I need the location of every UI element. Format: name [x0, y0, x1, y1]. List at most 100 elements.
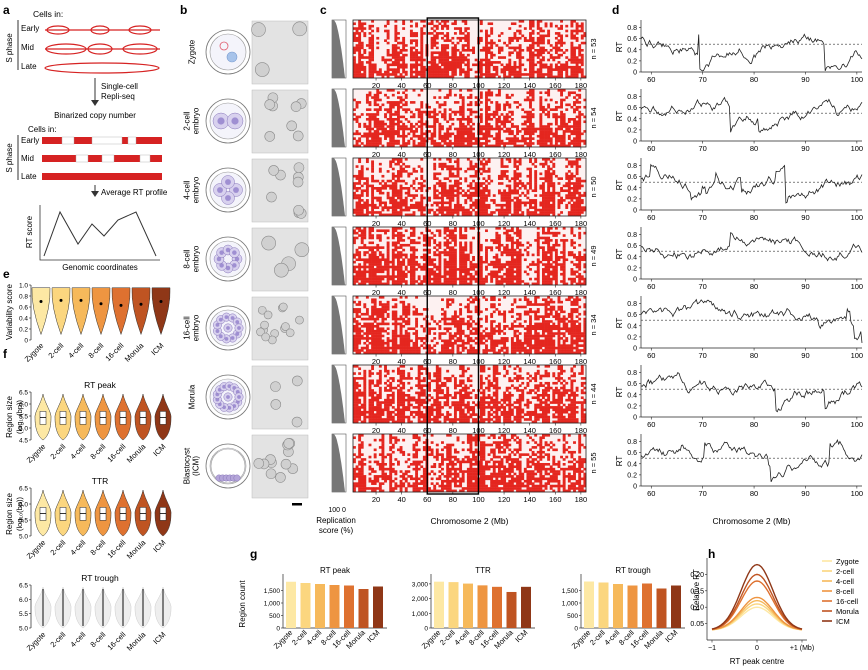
heatmap-cell [552, 201, 556, 205]
heatmap-cell [565, 96, 569, 99]
heatmap-cell [358, 263, 362, 266]
heatmap-cell [547, 208, 551, 212]
heatmap-cell [402, 68, 406, 71]
heatmap-cell [399, 179, 403, 183]
heatmap-cell [541, 127, 545, 131]
heatmap-cell [430, 270, 434, 274]
heatmap-cell [451, 65, 455, 69]
heatmap-cell [448, 268, 452, 271]
heatmap-cell [474, 137, 478, 140]
heatmap-cell [495, 122, 499, 126]
heatmap-cell [397, 258, 400, 262]
heatmap-cell [389, 108, 393, 111]
heatmap-cell [428, 61, 431, 64]
stage-row-1: 2-cellembryo [183, 89, 309, 154]
heatmap-cell [402, 270, 406, 274]
heatmap-cell [472, 110, 475, 114]
heatmap-cell [459, 182, 463, 185]
heatmap-cell [567, 194, 571, 197]
heatmap-cell [539, 162, 543, 166]
heatmap-cell [464, 260, 468, 264]
heatmap-cell [500, 127, 504, 131]
heatmap-cell [360, 113, 364, 116]
heatmap-cell [495, 68, 499, 71]
heatmap-cell [536, 32, 540, 35]
heatmap-cell [485, 187, 488, 190]
heatmap-cell [570, 211, 574, 214]
heatmap-cell [376, 27, 380, 30]
heatmap-cell [391, 208, 395, 212]
heatmap-cell [464, 58, 468, 62]
heatmap-cell [420, 20, 424, 23]
heatmap-cell [453, 239, 457, 242]
heatmap-cell [552, 265, 556, 269]
heatmap-cell [443, 53, 447, 57]
heatmap-cell [518, 251, 522, 254]
heatmap-cell [435, 253, 439, 257]
x-tick-label: 40 [397, 150, 405, 159]
heatmap-cell [547, 251, 551, 254]
heatmap-cell [466, 142, 470, 145]
heatmap-cell [459, 167, 463, 171]
heatmap-cell [505, 44, 509, 47]
heatmap-cell [508, 179, 512, 183]
heatmap-cell [448, 231, 452, 235]
heatmap-cell [485, 53, 488, 57]
heatmap-cell [578, 51, 582, 55]
heatmap-cell [554, 270, 558, 274]
heatmap-cell [459, 130, 463, 133]
heatmap-cell [526, 120, 530, 124]
heatmap-cell [438, 58, 442, 62]
heatmap-cell [552, 184, 556, 188]
x-tick-label: 160 [549, 219, 562, 228]
heatmap-cell [570, 229, 574, 233]
heatmap-cell [464, 243, 468, 247]
heatmap-cell [513, 61, 517, 64]
heatmap-cell [368, 68, 372, 71]
heatmap-cell [523, 187, 527, 190]
heatmap-cell [526, 282, 530, 286]
heatmap-cell [539, 118, 543, 121]
x-tick-label: 120 [498, 150, 511, 159]
heatmap-cell [508, 234, 512, 237]
heatmap-cell [508, 158, 512, 161]
heatmap-cell [573, 187, 576, 190]
heatmap-cell [567, 162, 571, 166]
heatmap-cell [573, 68, 576, 71]
heatmap-cell [485, 46, 488, 50]
heatmap-cell [435, 46, 439, 50]
heatmap-cell [479, 93, 483, 97]
heatmap-cell [518, 253, 522, 257]
heatmap-cell [435, 196, 439, 200]
heatmap-cell [479, 130, 483, 133]
heatmap-cell [420, 203, 424, 207]
heatmap-cell [422, 308, 426, 311]
heatmap-cell [373, 70, 377, 74]
heatmap-cell [438, 172, 442, 176]
heatmap-cell [453, 73, 457, 76]
heatmap-cell [541, 187, 545, 190]
heatmap-cell [464, 191, 468, 195]
heatmap-cell [560, 265, 563, 269]
heatmap-cell [394, 75, 398, 79]
heatmap-cell [448, 184, 452, 188]
heatmap-cell [415, 296, 419, 299]
heatmap-cell [529, 160, 532, 164]
heatmap-cell [404, 272, 408, 276]
heatmap-cell [371, 58, 375, 62]
heatmap-cell [583, 98, 587, 102]
heatmap-cell [453, 174, 457, 178]
heatmap-cell [573, 58, 576, 62]
heatmap-cell [474, 265, 478, 269]
heatmap-cell [443, 165, 447, 168]
heatmap-cell [562, 98, 566, 102]
heatmap-cell [430, 46, 434, 50]
heatmap-cell [549, 127, 553, 131]
x-tick-label: 40 [397, 219, 405, 228]
heatmap-cell [422, 213, 426, 217]
heatmap-cell [412, 310, 416, 314]
heatmap-cell [435, 177, 439, 180]
heatmap-cell [404, 305, 408, 309]
heatmap-cell [472, 298, 475, 302]
heatmap-cell [415, 144, 419, 148]
